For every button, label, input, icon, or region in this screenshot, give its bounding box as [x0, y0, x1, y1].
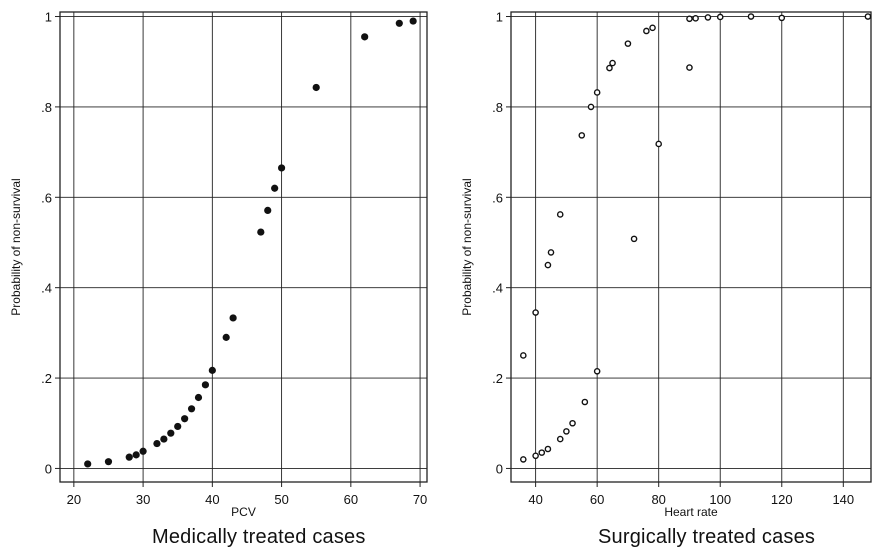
- surgical-data-point: [643, 27, 650, 35]
- medical-caption: Medically treated cases: [152, 526, 366, 548]
- medical-data-point: [229, 314, 237, 322]
- surgical-data-point: [747, 13, 755, 20]
- medical-data-point: [139, 447, 147, 455]
- surgical-data-point: [520, 352, 527, 359]
- surgical-data-point: [556, 211, 564, 218]
- surgical-data-point: [569, 419, 576, 427]
- medical-data-point: [264, 206, 272, 214]
- medical-data-point: [160, 435, 168, 443]
- medical-x-tick-label: 40: [205, 492, 219, 507]
- medical-x-tick-label: 60: [344, 492, 358, 507]
- surgical-x-tick-label: 40: [528, 492, 542, 507]
- surgical-x-tick-label: 140: [832, 492, 854, 507]
- medical-plot-frame: [59, 11, 428, 483]
- medical-y-tick-label: .6: [41, 190, 52, 205]
- surgical-y-tick-label: 1: [496, 10, 503, 25]
- surgical-data-point: [624, 40, 632, 47]
- medical-data-point: [194, 393, 203, 402]
- surgical-data-point: [587, 103, 595, 111]
- medical-data-point: [153, 439, 161, 448]
- medical-data-point: [132, 451, 140, 459]
- surgical-data-point: [547, 249, 555, 256]
- surgical-caption: Surgically treated cases: [598, 526, 816, 548]
- surgical-data-point: [578, 132, 586, 139]
- surgical-x-tick-label: 100: [709, 492, 731, 507]
- surgical-x-tick-label: 120: [771, 492, 793, 507]
- surgical-data-point: [609, 59, 616, 67]
- surgical-data-point: [630, 235, 638, 243]
- medical-data-point: [395, 19, 403, 27]
- medical-data-point: [208, 366, 216, 374]
- surgical-data-point: [556, 435, 564, 443]
- surgical-data-point: [778, 14, 786, 22]
- surgical-x-tick-label: 60: [590, 492, 604, 507]
- medical-data-point: [257, 228, 265, 236]
- medical-y-tick-label: .4: [41, 281, 52, 296]
- surgical-plot-frame: [510, 11, 872, 483]
- medical-data-point: [104, 458, 113, 466]
- medical-x-tick-label: 50: [274, 492, 288, 507]
- surgical-y-tick-label: .2: [492, 371, 503, 386]
- medical-x-tick-label: 70: [413, 492, 427, 507]
- medical-panel: 0 .2 .4 .6 .8 1 20 30 40 50 60 70 PCV Probability of …: [9, 10, 428, 519]
- surgical-data-point: [532, 452, 539, 460]
- surgical-x-axis-label: Heart rate: [664, 505, 718, 519]
- surgical-data-point: [520, 456, 527, 463]
- medical-data-point: [125, 453, 133, 461]
- surgical-data-point: [686, 64, 693, 71]
- medical-x-tick-label: 20: [67, 492, 81, 507]
- medical-data-point: [167, 429, 175, 437]
- medical-y-axis-label: Probability of non-survival: [9, 178, 23, 315]
- surgical-data-point: [532, 309, 539, 316]
- surgical-data-point: [655, 140, 662, 148]
- medical-data-point: [222, 333, 230, 341]
- medical-data-point: [181, 415, 189, 423]
- surgical-data-point: [593, 367, 601, 375]
- surgical-data-point: [581, 398, 589, 406]
- medical-data-point: [361, 33, 369, 41]
- surgical-y-tick-label: .6: [492, 190, 503, 205]
- surgical-data-point: [692, 15, 699, 22]
- medical-y-tick-label: 0: [45, 461, 52, 476]
- medical-data-point: [277, 164, 286, 172]
- medical-x-axis-label: PCV: [231, 505, 256, 519]
- medical-data-point: [187, 405, 196, 413]
- surgical-data-point: [716, 13, 724, 21]
- surgical-data-point: [704, 14, 712, 21]
- medical-data-point: [409, 17, 417, 25]
- surgical-y-tick-label: .4: [492, 281, 503, 296]
- medical-y-tick-label: .8: [41, 100, 52, 115]
- medical-data-point: [201, 381, 210, 389]
- medical-data-point: [271, 184, 279, 192]
- surgical-data-point: [563, 428, 570, 435]
- surgical-y-axis-label: Probability of non-survival: [460, 178, 474, 315]
- medical-data-point: [312, 83, 320, 92]
- surgical-data-point: [544, 261, 552, 269]
- surgical-data-point: [593, 89, 601, 96]
- medical-data-point: [174, 422, 182, 431]
- medical-y-tick-label: .2: [41, 371, 52, 386]
- surgical-data-point: [649, 24, 656, 32]
- medical-x-tick-label: 30: [136, 492, 150, 507]
- surgical-y-tick-label: .8: [492, 100, 503, 115]
- surgical-data-point: [864, 13, 872, 20]
- surgical-data-point: [538, 449, 546, 456]
- surgical-x-tick-label: 80: [651, 492, 665, 507]
- medical-data-point: [84, 460, 92, 468]
- surgical-y-tick-label: 0: [496, 461, 503, 476]
- medical-y-tick-label: 1: [45, 10, 52, 25]
- surgical-data-point: [544, 445, 552, 453]
- surgical-data-point: [686, 15, 693, 23]
- surgical-data-point: [606, 64, 613, 72]
